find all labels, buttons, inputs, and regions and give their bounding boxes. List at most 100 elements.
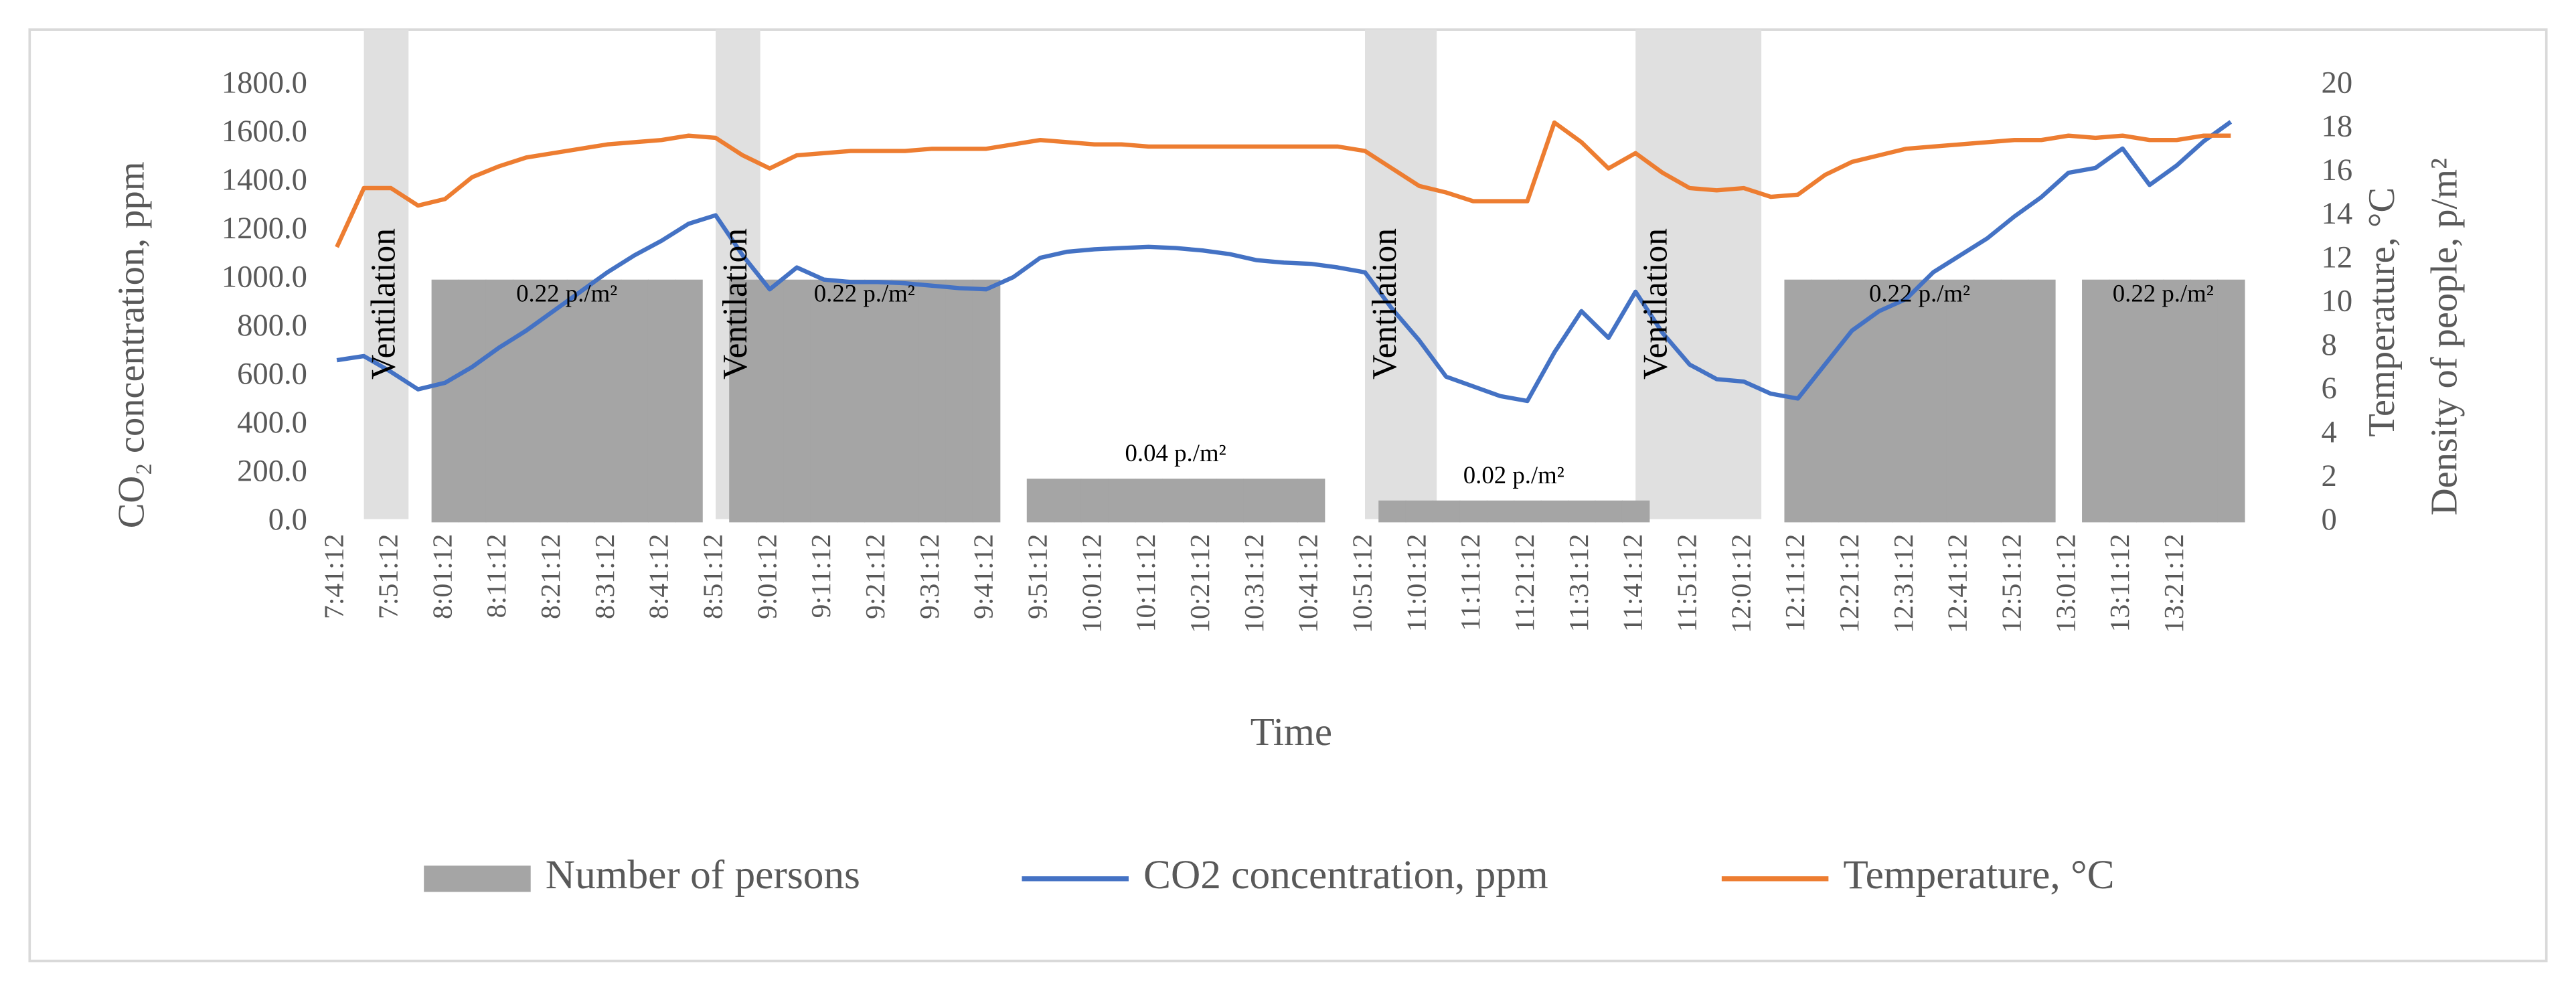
occupancy-bar [729, 279, 757, 523]
x-tick-label: 8:21:12 [536, 534, 566, 619]
x-tick-label: 9:01:12 [752, 534, 783, 619]
x-tick-label: 12:11:12 [1780, 534, 1811, 633]
occupancy-bar [2109, 279, 2137, 523]
block-label: 0.22 p./m² [516, 280, 617, 307]
block-label: 0.22 p./m² [814, 280, 915, 307]
series-line [335, 120, 2231, 248]
y-tick-label: 400.0 [237, 405, 307, 440]
y-tick-label: 1600.0 [222, 114, 307, 149]
occupancy-bar [837, 279, 866, 523]
legend-label: CO2 concentration, ppm [1143, 852, 1548, 898]
y2-tick-label: 18 [2322, 109, 2353, 144]
x-tick-label: 10:11:12 [1131, 534, 1161, 633]
ventilation-band [1635, 29, 1762, 519]
x-tick-label: 10:41:12 [1293, 534, 1324, 633]
x-tick-label: 12:51:12 [1997, 534, 2028, 633]
y2-tick-label: 12 [2322, 240, 2353, 274]
occupancy-bar [945, 279, 973, 523]
y-tick-label: 600.0 [237, 356, 307, 391]
x-tick-label: 13:11:12 [2105, 534, 2136, 633]
occupancy-bar [1838, 279, 1866, 523]
occupancy-bar [1568, 500, 1596, 523]
occupancy-bar [891, 279, 920, 523]
occupancy-bar [864, 279, 892, 523]
occupancy-bar [783, 279, 811, 523]
x-tick-label: 11:11:12 [1455, 534, 1486, 631]
y2-tick-label: 10 [2322, 284, 2353, 319]
y2-tick-label: 16 [2322, 153, 2353, 187]
occupancy-bar [1459, 500, 1487, 523]
occupancy-bar [1216, 479, 1244, 523]
legend-label: Temperature, °C [1843, 852, 2114, 898]
y-axis-title: CO₂ concentration, ppm [110, 161, 152, 528]
occupancy-bar [1161, 479, 1190, 523]
x-tick-label: 11:41:12 [1618, 534, 1649, 633]
legend-swatch [424, 865, 531, 892]
x-tick-label: 9:11:12 [806, 534, 837, 618]
occupancy-bar [2000, 279, 2029, 523]
occupancy-bar [1893, 279, 1921, 523]
x-tick-label: 10:31:12 [1239, 534, 1270, 633]
block-label: 0.04 p./m² [1125, 439, 1226, 467]
occupancy-bar [1054, 479, 1082, 523]
x-axis-title: Time [1251, 710, 1332, 754]
occupancy-bar [1946, 279, 1975, 523]
x-tick-label: 13:01:12 [2050, 534, 2081, 633]
y-tick-label: 800.0 [237, 308, 307, 343]
occupancy-bar [2163, 279, 2191, 523]
occupancy-bar [1784, 279, 1812, 523]
occupancy-bar [1514, 500, 1542, 523]
occupancy-bar [647, 279, 676, 523]
occupancy-bar [459, 279, 487, 523]
ventilation-band [364, 29, 409, 519]
occupancy-bar [1189, 479, 1217, 523]
occupancy-bar [1135, 479, 1163, 523]
x-tick-label: 12:21:12 [1834, 534, 1865, 633]
occupancy-bar [1243, 479, 1271, 523]
occupancy-bar [1026, 479, 1055, 523]
x-tick-label: 11:51:12 [1672, 534, 1703, 633]
x-tick-label: 8:01:12 [427, 534, 458, 619]
occupancy-bar [2082, 279, 2110, 523]
y2-axis-title: Temperature, °C [2361, 187, 2403, 437]
occupancy-bar [675, 279, 703, 523]
y-tick-label: 1800.0 [222, 65, 307, 100]
y-tick-label: 1000.0 [222, 259, 307, 294]
occupancy-bar [2217, 279, 2245, 523]
occupancy-bar [2136, 279, 2164, 523]
x-tick-label: 8:51:12 [698, 534, 729, 619]
x-tick-label: 8:31:12 [590, 534, 621, 619]
x-tick-label: 11:01:12 [1401, 534, 1432, 633]
occupancy-bar [1919, 279, 1947, 523]
x-tick-label: 8:11:12 [481, 534, 512, 618]
x-tick-label: 11:21:12 [1510, 534, 1540, 633]
occupancy-bar [972, 279, 1001, 523]
x-tick-label: 12:41:12 [1943, 534, 1974, 633]
block-label: 0.22 p./m² [1869, 280, 1970, 307]
x-tick-label: 9:21:12 [860, 534, 891, 619]
occupancy-bar [1270, 479, 1298, 523]
occupancy-bar [1621, 500, 1650, 523]
occupancy-bar [1540, 500, 1569, 523]
x-tick-label: 8:41:12 [644, 534, 675, 619]
x-tick-label: 9:41:12 [969, 534, 999, 619]
ventilation-label: Ventilation [1636, 228, 1674, 380]
y2-tick-label: 8 [2322, 327, 2337, 362]
occupancy-bar [594, 279, 622, 523]
occupancy-bar [918, 279, 947, 523]
occupancy-bar [621, 279, 649, 523]
occupancy-bar [2190, 279, 2219, 523]
y2-tick-label: 6 [2322, 371, 2337, 406]
y2-tick-label: 14 [2322, 196, 2353, 231]
y2-tick-label: 2 [2322, 459, 2337, 493]
y-tick-label: 200.0 [237, 454, 307, 489]
ventilation-label: Ventilation [365, 228, 403, 380]
y-tick-label: 0.0 [268, 502, 307, 537]
occupancy-bar [1080, 479, 1109, 523]
occupancy-bar [1108, 479, 1136, 523]
y-tick-label: 1200.0 [222, 211, 307, 246]
y2-axis-title-2: Density of people, p/m² [2423, 158, 2465, 515]
occupancy-bar [1378, 500, 1406, 523]
occupancy-bar [1811, 279, 1840, 523]
